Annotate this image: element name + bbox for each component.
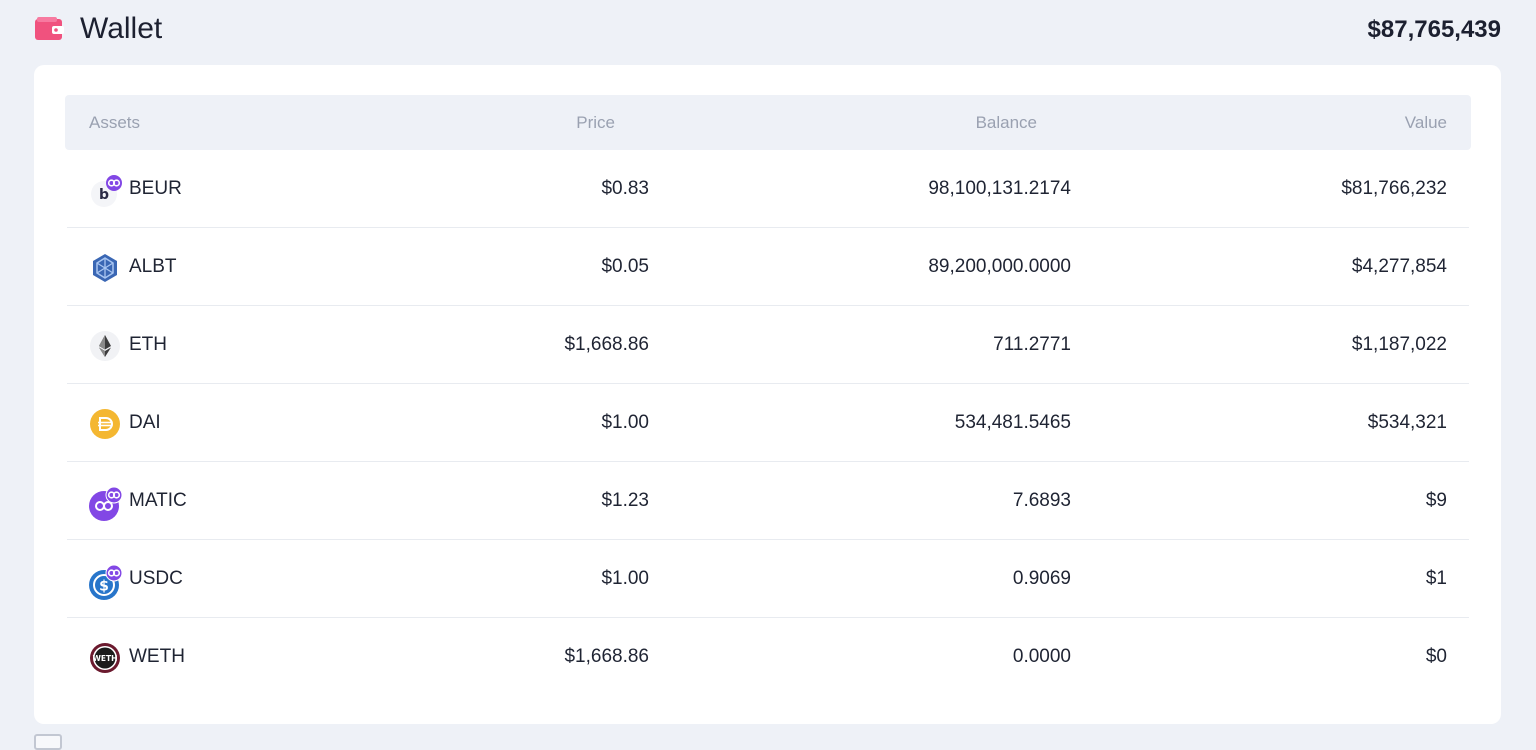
assets-card: Assets Price Balance Value b BEUR $0.83 … xyxy=(34,65,1501,724)
table-header-row: Assets Price Balance Value xyxy=(65,95,1471,150)
svg-text:$: $ xyxy=(99,579,109,595)
asset-price: $0.83 xyxy=(601,178,649,199)
wallet-total-value: $87,765,439 xyxy=(1367,16,1501,43)
page-header: Wallet $87,765,439 xyxy=(0,0,1536,60)
table-row[interactable]: $ USDC $1.00 0.9069 $1 xyxy=(67,540,1469,618)
table-row[interactable]: b BEUR $0.83 98,100,131.2174 $81,766,232 xyxy=(67,150,1469,228)
column-header-balance[interactable]: Balance xyxy=(975,113,1037,132)
asset-symbol: BEUR xyxy=(129,178,182,199)
asset-symbol: WETH xyxy=(129,646,185,667)
svg-text:WETH: WETH xyxy=(93,654,118,663)
matic-token-icon xyxy=(89,486,123,521)
asset-value: $1,187,022 xyxy=(1351,334,1447,355)
table-row[interactable]: MATIC $1.23 7.6893 $9 xyxy=(67,462,1469,540)
page-title: Wallet xyxy=(80,12,163,45)
asset-price: $1.00 xyxy=(601,568,649,589)
asset-balance: 98,100,131.2174 xyxy=(928,178,1071,199)
asset-symbol: USDC xyxy=(129,568,183,589)
asset-value: $9 xyxy=(1425,490,1447,511)
weth-token-icon: WETH xyxy=(89,642,121,674)
asset-value: $4,277,854 xyxy=(1351,256,1447,277)
asset-price: $1.23 xyxy=(601,490,649,511)
asset-balance: 534,481.5465 xyxy=(954,412,1071,433)
asset-balance: 0.0000 xyxy=(1012,646,1071,667)
asset-balance: 0.9069 xyxy=(1012,568,1071,589)
table-row[interactable]: ALBT $0.05 89,200,000.0000 $4,277,854 xyxy=(67,228,1469,306)
asset-price: $1.00 xyxy=(601,412,649,433)
beur-token-icon: b xyxy=(89,174,122,207)
table-row[interactable]: WETH WETH $1,668.86 0.0000 $0 xyxy=(67,618,1469,696)
asset-symbol: DAI xyxy=(129,412,161,433)
eth-token-icon xyxy=(89,330,121,362)
wallet-icon xyxy=(35,17,64,41)
asset-balance: 7.6893 xyxy=(1012,490,1071,511)
column-header-price[interactable]: Price xyxy=(576,113,615,132)
asset-balance: 711.2771 xyxy=(993,334,1071,355)
asset-symbol: ETH xyxy=(129,334,167,355)
asset-symbol: MATIC xyxy=(129,490,187,511)
asset-value: $1 xyxy=(1425,568,1447,589)
usdc-token-icon: $ xyxy=(89,564,123,600)
asset-symbol: ALBT xyxy=(129,256,177,277)
asset-balance: 89,200,000.0000 xyxy=(928,256,1071,277)
asset-value: $81,766,232 xyxy=(1341,178,1447,199)
dai-token-icon xyxy=(89,408,121,440)
asset-value: $534,321 xyxy=(1367,412,1447,433)
asset-price: $1,668.86 xyxy=(564,334,649,355)
asset-value: $0 xyxy=(1425,646,1447,667)
column-header-value[interactable]: Value xyxy=(1404,113,1447,132)
column-header-assets[interactable]: Assets xyxy=(89,113,141,132)
partial-element-below xyxy=(34,734,62,750)
albt-token-icon xyxy=(89,252,121,284)
table-row[interactable]: DAI $1.00 534,481.5465 $534,321 xyxy=(67,384,1469,462)
asset-price: $0.05 xyxy=(601,256,649,277)
table-row[interactable]: ETH $1,668.86 711.2771 $1,187,022 xyxy=(67,306,1469,384)
svg-text:b: b xyxy=(99,187,109,203)
asset-price: $1,668.86 xyxy=(564,646,649,667)
